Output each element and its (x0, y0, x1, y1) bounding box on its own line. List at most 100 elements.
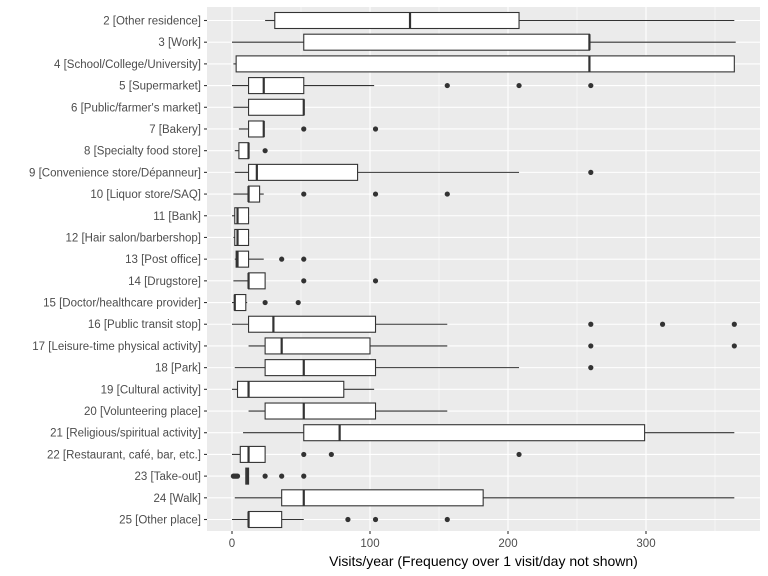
box-group (233, 55, 735, 73)
outlier-point (301, 278, 307, 284)
box-group (234, 142, 268, 160)
y-tick-label: 10 [Liquor store/SAQ] (90, 189, 201, 201)
box-group (234, 359, 594, 377)
outlier-point (588, 321, 594, 327)
iqr-box (248, 315, 377, 333)
x-tick-label: 200 (498, 538, 517, 550)
y-tick-label: 18 [Park] (155, 363, 201, 375)
box-marks (230, 11, 737, 529)
iqr-box (274, 11, 520, 30)
iqr-box (235, 250, 250, 268)
plot-panel (207, 7, 760, 531)
y-tick-label: 7 [Bakery] (149, 124, 201, 136)
iqr-box (235, 55, 735, 73)
iqr-box (264, 337, 371, 355)
iqr-box (248, 185, 261, 203)
outlier-point (588, 365, 594, 371)
iqr-box (238, 142, 250, 160)
outlier-point (372, 126, 379, 132)
x-tick-label: 0 (229, 538, 235, 550)
box-group (234, 489, 735, 507)
y-axis: 2 [Other residence] 3 [Work] 4 [School/Col… (29, 16, 207, 527)
outlier-point (301, 126, 307, 132)
outlier-point (372, 191, 379, 197)
iqr-box (248, 510, 283, 529)
y-tick-label: 9 [Convenience store/Dépanneur] (29, 167, 201, 179)
y-tick-label: 5 [Supermarket] (119, 81, 201, 93)
outlier-point (262, 148, 268, 154)
y-tick-label: 14 [Drugstore] (128, 276, 201, 288)
y-tick-label: 8 [Specialty food store] (84, 146, 201, 158)
y-tick-label: 19 [Cultural activity] (101, 384, 201, 396)
outlier-point (731, 321, 737, 327)
x-tick-label: 300 (636, 538, 655, 550)
outlier-point (301, 191, 307, 197)
outlier-point (328, 451, 334, 458)
outlier-point (301, 451, 307, 458)
box-group (248, 337, 737, 355)
outlier-point (262, 473, 268, 479)
box-group (233, 98, 305, 116)
outlier-point (516, 82, 522, 89)
y-tick-label: 4 [School/College/University] (54, 59, 201, 71)
box-group (232, 315, 737, 333)
y-tick-label: 15 [Doctor/healthcare provider] (43, 298, 201, 310)
iqr-box (234, 293, 247, 312)
iqr-box (248, 163, 359, 181)
outlier-point (345, 516, 351, 523)
iqr-box (248, 77, 305, 95)
iqr-box (236, 380, 345, 398)
y-tick-label: 21 [Religious/spiritual activity] (50, 428, 201, 440)
iqr-box (248, 98, 305, 116)
y-tick-label: 20 [Volunteering place] (84, 406, 201, 418)
iqr-box (248, 120, 265, 138)
box-group (233, 228, 250, 247)
outlier-point (301, 256, 307, 262)
iqr-box (264, 402, 377, 420)
iqr-box (264, 359, 377, 377)
box-group (232, 207, 250, 225)
box-group (265, 11, 735, 30)
outlier-point (295, 299, 301, 306)
y-tick-label: 11 [Bank] (153, 211, 201, 223)
outlier-point (588, 82, 594, 89)
outlier-point (262, 299, 268, 306)
outlier-point (444, 191, 450, 197)
box-group (243, 424, 735, 442)
y-tick-label: 24 [Walk] (153, 493, 201, 505)
y-tick-label: 13 [Post office] (125, 254, 201, 266)
iqr-box (303, 424, 646, 442)
x-tick-label: 100 (360, 538, 379, 550)
y-tick-label: 25 [Other place] (119, 515, 201, 527)
box-group (233, 272, 379, 290)
y-tick-label: 17 [Leisure-time physical activity] (32, 341, 201, 353)
y-tick-label: 6 [Public/farmer's market] (71, 102, 201, 114)
iqr-box (281, 489, 484, 507)
outlier-point (279, 256, 285, 262)
outlier-point (588, 343, 594, 349)
iqr-box (239, 445, 266, 463)
outlier-point (372, 516, 379, 523)
x-axis-title: Visits/year (Frequency over 1 visit/day … (329, 553, 638, 569)
outlier-point (279, 473, 285, 479)
x-axis: 0 100 200 300 (229, 531, 656, 550)
y-tick-label: 12 [Hair salon/barbershop] (65, 232, 201, 244)
box-group (232, 33, 736, 51)
box-group (234, 250, 307, 268)
y-tick-label: 3 [Work] (158, 37, 201, 49)
y-tick-label: 16 [Public transit stop] (88, 319, 201, 331)
box-group (232, 380, 375, 398)
y-tick-label: 22 [Restaurant, café, bar, etc.] (47, 449, 201, 461)
outlier-point (588, 169, 594, 175)
box-group (230, 467, 307, 485)
box-group (232, 510, 450, 529)
iqr-box (303, 33, 590, 51)
y-tick-label: 2 [Other residence] (103, 16, 201, 28)
box-group (232, 445, 522, 463)
outlier-point (444, 516, 450, 523)
iqr-box (248, 272, 266, 290)
box-group (232, 77, 594, 95)
outlier-point (234, 473, 241, 479)
outlier-point (659, 321, 666, 327)
